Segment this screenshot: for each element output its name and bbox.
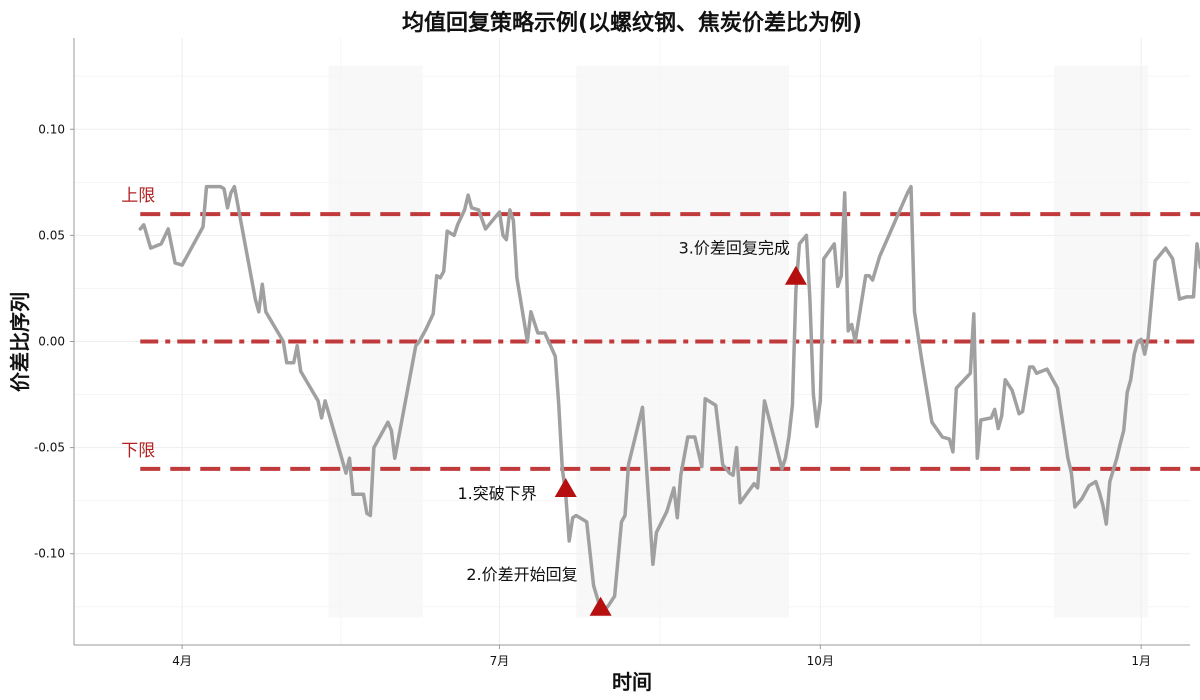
signal-marker (554, 477, 577, 497)
x-tick-label: 4月 (172, 654, 192, 668)
chart-title: 均值回复策略示例(以螺纹钢、焦炭价差比为例) (402, 10, 862, 36)
x-tick-label: 10月 (807, 654, 834, 668)
signal-annotation: 3.价差回复完成 (679, 239, 790, 258)
y-tick-label: -0.10 (34, 547, 65, 561)
signal-marker (784, 265, 807, 285)
x-axis-title: 时间 (612, 670, 652, 694)
x-tick-label: 7月 (490, 654, 510, 668)
markers: 1.突破下界 2.价差开始回复 3.价差回复完成 (457, 239, 807, 616)
signal-annotation: 1.突破下界 (457, 484, 536, 503)
spread-ratio-line (138, 184, 1200, 611)
tick-labels: 0.10 0.05 0.00 -0.05 -0.10 4月 7月 10月 1月 (34, 122, 1151, 668)
y-axis-title: 价差比序列 (8, 292, 32, 392)
y-tick-label: 0.10 (38, 122, 65, 136)
y-tick-label: 0.00 (38, 335, 65, 349)
reference-label-lower: 下限 (121, 441, 155, 461)
y-tick-label: 0.05 (38, 228, 65, 242)
reference-label-upper: 上限 (121, 186, 155, 206)
x-tick-label: 1月 (1131, 654, 1151, 668)
signal-marker (589, 596, 612, 616)
y-tick-label: -0.05 (34, 441, 65, 455)
signal-annotation: 2.价差开始回复 (466, 565, 577, 584)
series (138, 184, 1200, 611)
